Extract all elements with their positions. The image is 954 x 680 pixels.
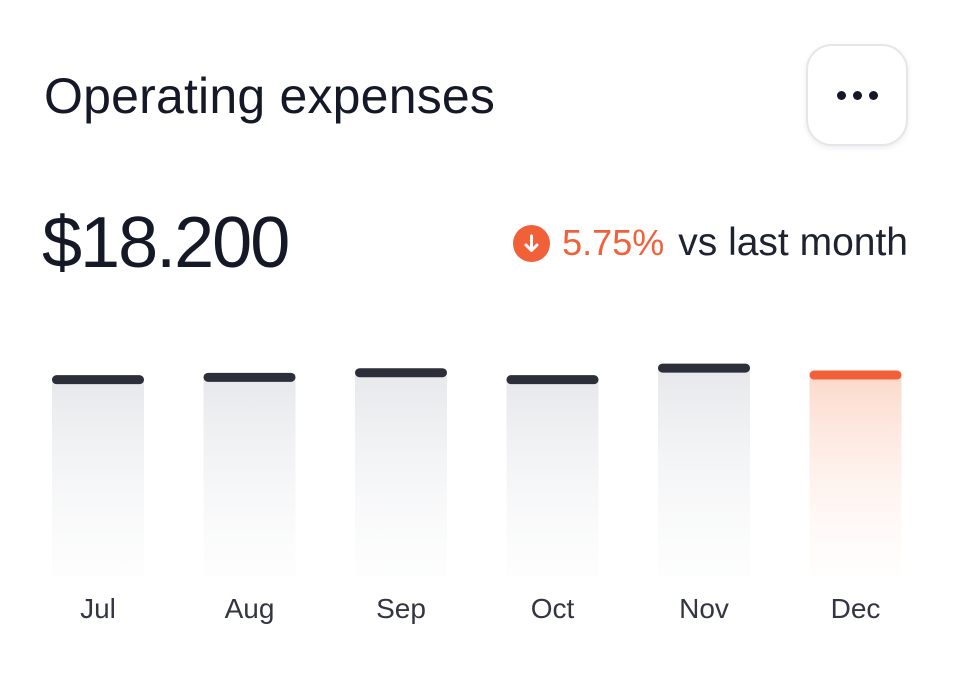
change-percent: 5.75% bbox=[562, 222, 665, 263]
bar-oct[interactable] bbox=[506, 375, 599, 577]
arrow-down-circle-icon bbox=[513, 224, 551, 262]
month-label-nov: Nov bbox=[679, 593, 729, 624]
more-horizontal-icon bbox=[836, 90, 878, 100]
bar-fill bbox=[355, 372, 447, 577]
total-amount: $18.200 bbox=[42, 203, 290, 283]
month-label-dec: Dec bbox=[831, 593, 881, 624]
bar-fill bbox=[809, 375, 902, 577]
bar-cap bbox=[658, 363, 750, 373]
bar-fill bbox=[52, 379, 144, 577]
bar-fill bbox=[203, 377, 296, 577]
month-label-jul: Jul bbox=[80, 593, 116, 624]
bar-cap bbox=[809, 370, 902, 380]
more-options-button[interactable] bbox=[806, 44, 908, 146]
bar-fill bbox=[658, 368, 750, 577]
month-label-sep: Sep bbox=[376, 593, 426, 624]
bar-sep[interactable] bbox=[355, 368, 447, 577]
bar-cap bbox=[355, 368, 447, 378]
bar-cap bbox=[506, 375, 599, 385]
month-label-aug: Aug bbox=[225, 593, 275, 624]
bar-jul[interactable] bbox=[52, 375, 144, 577]
change-label: vs last month bbox=[678, 221, 908, 264]
bar-cap bbox=[203, 372, 296, 382]
bar-cap bbox=[52, 375, 144, 385]
change-indicator: 5.75% vs last month bbox=[513, 218, 908, 268]
bar-fill bbox=[506, 379, 599, 577]
bar-aug[interactable] bbox=[203, 372, 296, 577]
bar-dec[interactable] bbox=[809, 370, 902, 577]
card-title: Operating expenses bbox=[44, 68, 496, 124]
bar-nov[interactable] bbox=[658, 363, 750, 577]
month-label-oct: Oct bbox=[531, 593, 575, 624]
